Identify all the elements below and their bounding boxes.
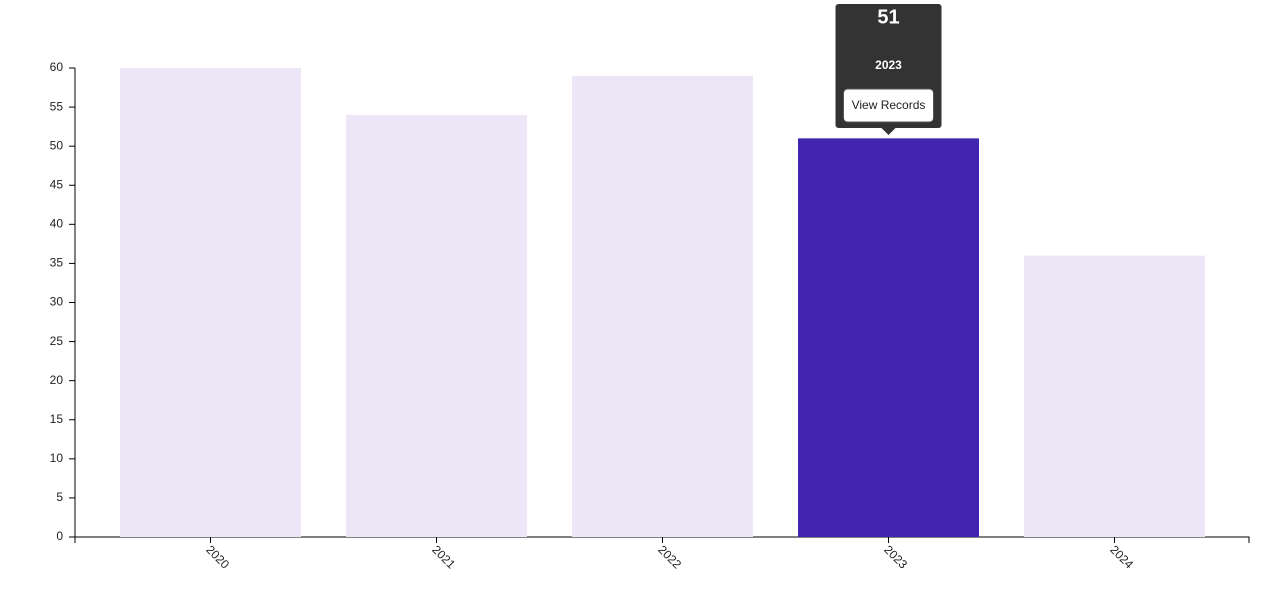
y-tick-label: 55 <box>50 99 64 113</box>
bar[interactable] <box>798 138 979 537</box>
tooltip-value: 51 <box>877 6 899 28</box>
view-records-label[interactable]: View Records <box>852 98 926 112</box>
x-tick-label: 2024 <box>1107 543 1136 572</box>
y-tick-label: 20 <box>50 373 64 387</box>
y-tick-label: 0 <box>56 529 63 543</box>
x-tick-label: 2022 <box>655 543 684 572</box>
bar[interactable] <box>346 114 527 538</box>
bar[interactable] <box>572 75 753 538</box>
y-tick-label: 5 <box>56 490 63 504</box>
y-tick-label: 50 <box>50 138 64 152</box>
y-tick-label: 35 <box>50 256 64 270</box>
y-tick-label: 45 <box>50 177 64 191</box>
y-tick-label: 25 <box>50 334 64 348</box>
tooltip-arrow <box>881 128 896 135</box>
y-tick-label: 15 <box>50 412 64 426</box>
x-tick-label: 2020 <box>203 543 232 572</box>
view-records-button[interactable] <box>843 88 934 123</box>
y-tick-label: 60 <box>50 60 64 74</box>
bar[interactable] <box>120 68 301 537</box>
x-tick-label: 2023 <box>881 543 910 572</box>
x-tick-label: 2021 <box>429 543 458 572</box>
y-tick-label: 10 <box>50 451 64 465</box>
tooltip-category: 2023 <box>875 58 902 72</box>
y-tick-label: 30 <box>50 295 64 309</box>
y-tick-label: 40 <box>50 217 64 231</box>
tooltip: 51 2023 View Records <box>835 4 942 135</box>
bar[interactable] <box>1024 255 1205 537</box>
